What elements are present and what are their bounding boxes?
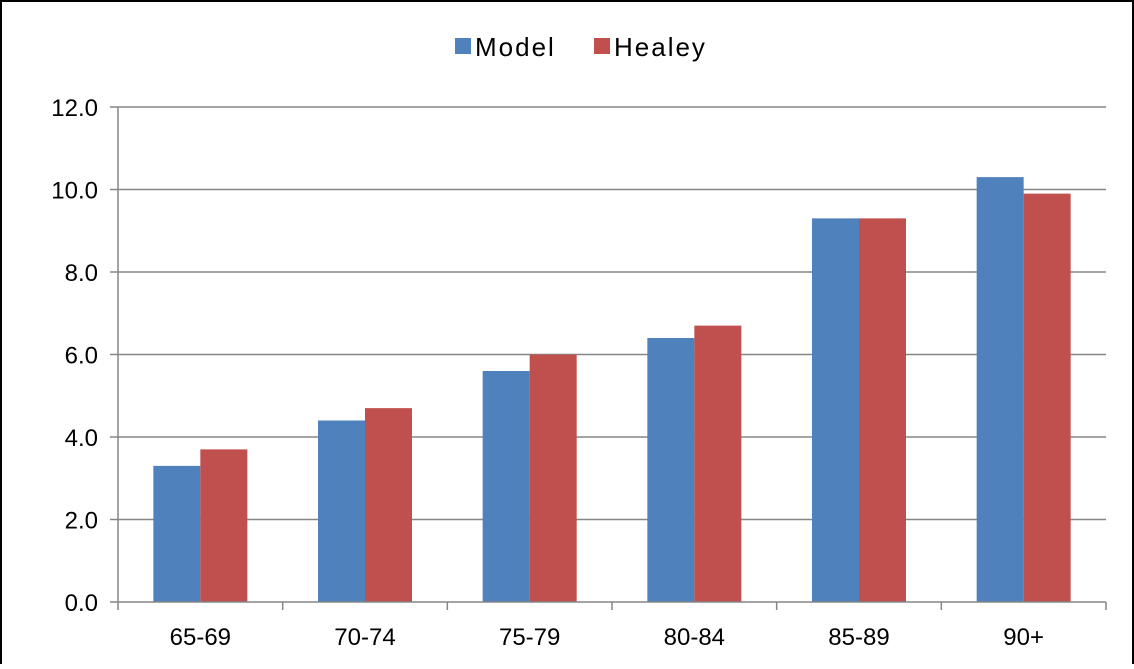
y-tick-label: 2.0 bbox=[65, 508, 98, 535]
legend-swatch-model bbox=[455, 38, 471, 54]
legend-swatch-healey bbox=[594, 38, 610, 54]
y-tick-label: 6.0 bbox=[65, 343, 98, 370]
x-tick-label: 75-79 bbox=[499, 624, 560, 651]
bar-healey-75-79 bbox=[529, 354, 577, 602]
x-tick-label: 85-89 bbox=[828, 624, 889, 651]
bar-healey-65-69 bbox=[200, 449, 248, 602]
y-tick-label: 10.0 bbox=[51, 178, 98, 205]
bar-model-70-74 bbox=[318, 420, 365, 602]
gridlines bbox=[118, 106, 1106, 521]
axes: 0.0 2.0 4.0 6.0 8.0 10.0 12.0 65-69 70-74 75-79 80… bbox=[51, 95, 1107, 651]
bar-healey-70-74 bbox=[365, 408, 412, 602]
bar-model-75-79 bbox=[482, 371, 530, 602]
bar-healey-80-84 bbox=[694, 325, 742, 602]
bar-healey-85-89 bbox=[859, 218, 906, 602]
y-tick-label: 12.0 bbox=[51, 95, 98, 122]
bars bbox=[153, 177, 1071, 602]
bar-model-65-69 bbox=[153, 465, 201, 602]
y-tick-label: 4.0 bbox=[65, 425, 98, 452]
x-tick-label: 70-74 bbox=[334, 624, 395, 651]
bar-model-90+ bbox=[976, 177, 1024, 602]
y-tick-label: 8.0 bbox=[65, 260, 98, 287]
y-tick-label: 0.0 bbox=[65, 590, 98, 617]
x-tick-label: 90+ bbox=[1003, 624, 1044, 651]
legend-label-healey: Healey bbox=[614, 32, 707, 62]
x-tick-label: 80-84 bbox=[664, 624, 725, 651]
x-tick-label: 65-69 bbox=[170, 624, 231, 651]
legend-label-model: Model bbox=[475, 32, 556, 62]
bar-model-85-89 bbox=[812, 218, 859, 602]
bar-healey-90+ bbox=[1023, 193, 1071, 602]
bar-model-80-84 bbox=[647, 338, 695, 602]
legend: Model Healey bbox=[455, 32, 707, 62]
